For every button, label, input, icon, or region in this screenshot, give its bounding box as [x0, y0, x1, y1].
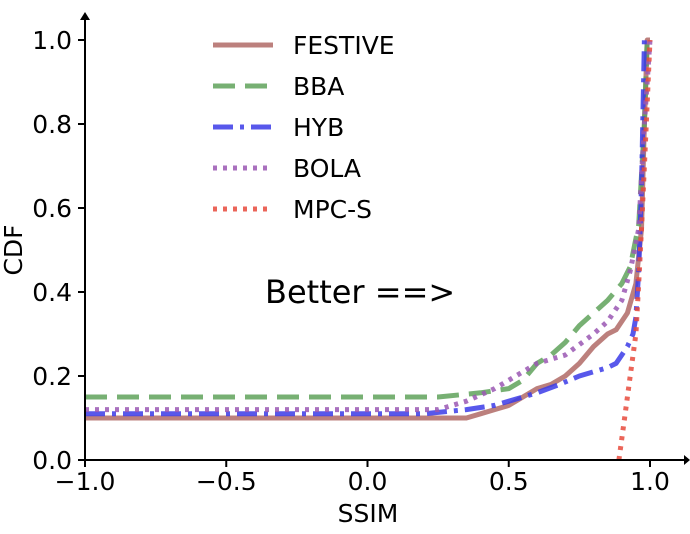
x-tick-label: −1.0 [55, 467, 116, 496]
y-tick-label: 0.6 [32, 194, 72, 223]
x-tick-label: 0.5 [489, 467, 529, 496]
y-axis-label: CDF [0, 224, 28, 275]
legend-label: BBA [293, 72, 344, 101]
series-line-hyb [85, 37, 650, 417]
legend-label: MPC-S [293, 195, 372, 224]
legend-label: HYB [293, 113, 344, 142]
x-axis-label: SSIM [338, 499, 399, 528]
x-tick-label: −0.5 [196, 467, 257, 496]
series-line-bola [85, 39, 653, 413]
x-tick-label: 0.0 [348, 467, 388, 496]
x-tick-label: 1.0 [630, 467, 670, 496]
x-axis-arrow-icon [684, 455, 690, 465]
axes [80, 12, 690, 465]
y-tick-label: 0.2 [32, 362, 72, 391]
legend: FESTIVE BBA HYB BOLA MPC-S [213, 31, 395, 224]
series-line-festive [85, 37, 650, 421]
y-axis-arrow-icon [80, 12, 90, 20]
tick-labels: −1.0 −0.5 0.0 0.5 1.0 0.0 0.2 0.4 0.6 0.8 1.0 [32, 26, 670, 496]
y-tick-label: 1.0 [32, 26, 72, 55]
y-tick-label: 0.0 [32, 446, 72, 475]
legend-label: BOLA [293, 154, 361, 183]
series-lines [85, 37, 653, 461]
y-tick-label: 0.8 [32, 110, 72, 139]
better-annotation: Better ==> [265, 273, 455, 311]
legend-label: FESTIVE [293, 31, 395, 60]
y-tick-label: 0.4 [32, 278, 72, 307]
